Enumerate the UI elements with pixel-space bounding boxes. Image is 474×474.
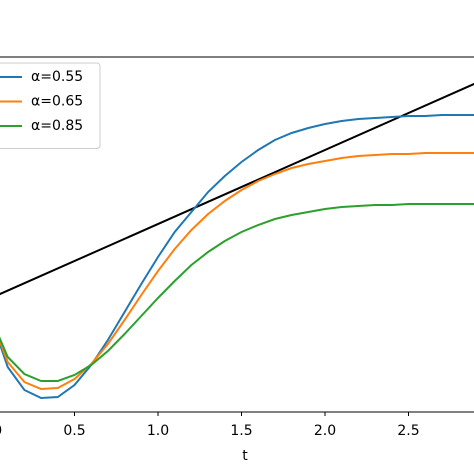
legend-label: α=0.55 [31,69,83,85]
x-axis-label: t [242,448,248,464]
x-tick-label: 0.5 [63,423,85,439]
series-line [0,114,474,400]
series-line [0,152,474,391]
legend-label: α=0.65 [31,94,83,110]
x-tick-label: 2.0 [314,423,336,439]
x-tick-label: 1.0 [147,423,169,439]
legend-label: α=0.85 [31,118,83,134]
reference-line [0,82,474,296]
series-line [0,203,474,382]
legend-box [0,62,101,149]
x-tick-label: 0.0 [0,423,2,439]
x-tick-label: 2.5 [397,423,419,439]
x-tick-label: 1.5 [230,423,252,439]
